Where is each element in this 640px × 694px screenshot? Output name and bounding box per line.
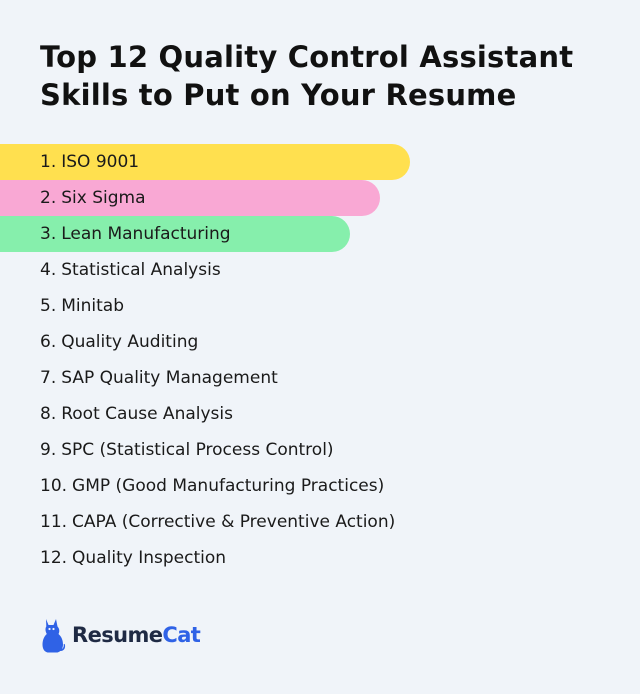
skill-item-4: 4. Statistical Analysis bbox=[0, 252, 640, 288]
skill-name: SAP Quality Management bbox=[61, 368, 278, 388]
skill-number: 2. bbox=[40, 188, 57, 208]
skill-name: Lean Manufacturing bbox=[61, 224, 231, 244]
logo-text-primary: Resume bbox=[72, 623, 163, 647]
resumecat-logo[interactable]: ResumeCat bbox=[40, 615, 201, 655]
skill-item-1: 1. ISO 9001 bbox=[0, 144, 410, 180]
skill-item-9: 9. SPC (Statistical Process Control) bbox=[0, 432, 640, 468]
skill-item-3: 3. Lean Manufacturing bbox=[0, 216, 350, 252]
skill-item-12: 12. Quality Inspection bbox=[0, 540, 640, 576]
logo-wordmark: ResumeCat bbox=[72, 623, 201, 647]
skill-item-7: 7. SAP Quality Management bbox=[0, 360, 640, 396]
skill-number: 4. bbox=[40, 260, 57, 280]
skill-name: GMP (Good Manufacturing Practices) bbox=[72, 476, 385, 496]
skill-name: Statistical Analysis bbox=[61, 260, 221, 280]
skill-number: 9. bbox=[40, 440, 57, 460]
skill-item-10: 10. GMP (Good Manufacturing Practices) bbox=[0, 468, 640, 504]
skill-item-8: 8. Root Cause Analysis bbox=[0, 396, 640, 432]
skill-list: 1. ISO 9001 2. Six Sigma 3. Lean Manufac… bbox=[0, 144, 640, 576]
skill-number: 5. bbox=[40, 296, 57, 316]
skill-number: 3. bbox=[40, 224, 57, 244]
skill-number: 12. bbox=[40, 548, 68, 568]
logo-text-accent: Cat bbox=[162, 623, 201, 647]
skill-name: Root Cause Analysis bbox=[61, 404, 233, 424]
skill-name: Quality Inspection bbox=[72, 548, 227, 568]
skill-number: 8. bbox=[40, 404, 57, 424]
skill-number: 11. bbox=[40, 512, 68, 532]
skill-item-5: 5. Minitab bbox=[0, 288, 640, 324]
skill-item-11: 11. CAPA (Corrective & Preventive Action… bbox=[0, 504, 640, 540]
skill-number: 10. bbox=[40, 476, 68, 496]
skill-name: SPC (Statistical Process Control) bbox=[61, 440, 334, 460]
cat-icon bbox=[42, 619, 66, 653]
skill-name: Minitab bbox=[61, 296, 124, 316]
page-title: Top 12 Quality Control Assistant Skills … bbox=[40, 40, 574, 112]
skill-number: 1. bbox=[40, 152, 57, 172]
skill-number: 6. bbox=[40, 332, 57, 352]
skill-name: Six Sigma bbox=[61, 188, 146, 208]
skill-name: ISO 9001 bbox=[61, 152, 140, 172]
skill-item-6: 6. Quality Auditing bbox=[0, 324, 640, 360]
skill-name: Quality Auditing bbox=[61, 332, 199, 352]
skill-item-2: 2. Six Sigma bbox=[0, 180, 380, 216]
skill-name: CAPA (Corrective & Preventive Action) bbox=[72, 512, 396, 532]
skill-number: 7. bbox=[40, 368, 57, 388]
